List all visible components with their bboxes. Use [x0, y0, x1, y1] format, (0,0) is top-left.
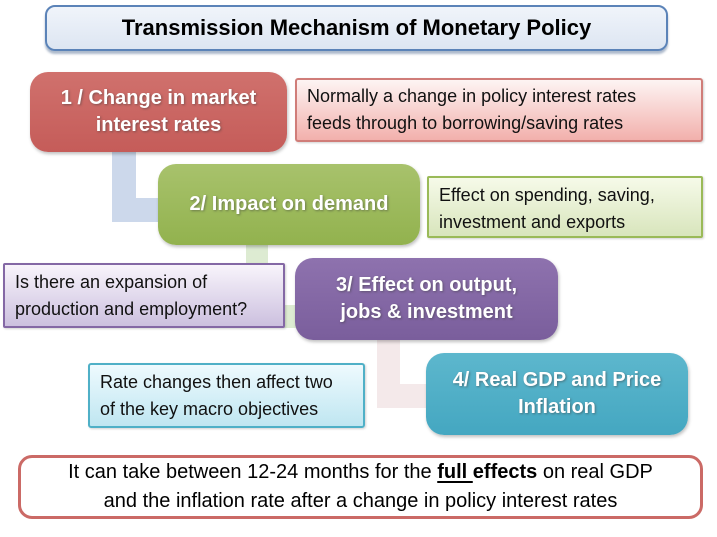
step-1-label-line2: interest rates	[95, 114, 222, 136]
callout-policy-rates: Normally a change in policy interest rat…	[295, 78, 703, 142]
connector-1-horizontal	[112, 198, 164, 222]
step-1-change-in-market-rates: 1 / Change in market interest rates	[30, 72, 287, 152]
step-2-impact-on-demand: 2/ Impact on demand	[158, 164, 420, 245]
callout-macro-objectives-line1: Rate changes then affect two	[100, 372, 333, 392]
footer-note-line1: It can take between 12-24 months for the…	[68, 458, 653, 487]
footer-note-full-underlined: full	[437, 461, 473, 483]
step-3-label-line1: 3/ Effect on output,	[335, 274, 518, 296]
footer-note-effects-bold: effects	[472, 461, 538, 483]
step-3-label-line2: jobs & investment	[340, 301, 513, 323]
step-4-real-gdp-price-inflation: 4/ Real GDP and Price Inflation	[426, 353, 688, 435]
callout-spending-effect-line2: investment and exports	[439, 212, 626, 232]
step-4-label-line2: Inflation	[518, 396, 596, 418]
step-1-label-line1: 1 / Change in market	[60, 87, 257, 109]
callout-macro-objectives: Rate changes then affect two of the key …	[88, 363, 365, 428]
step-4-label-line1: 4/ Real GDP and Price	[452, 369, 662, 391]
connector-3-horizontal	[377, 384, 431, 408]
footer-note-box: It can take between 12-24 months for the…	[18, 455, 703, 519]
footer-note-line1-pre: It can take between 12-24 months for the	[68, 461, 438, 483]
step-2-label-line1: 2/ Impact on demand	[189, 193, 389, 215]
footer-note-line1-post: on real GDP	[537, 461, 653, 483]
diagram-title-box: Transmission Mechanism of Monetary Polic…	[45, 5, 668, 51]
callout-policy-rates-line2: feeds through to borrowing/saving rates	[307, 113, 624, 133]
callout-expansion-question-line1: Is there an expansion of	[15, 272, 208, 292]
callout-policy-rates-line1: Normally a change in policy interest rat…	[307, 86, 637, 106]
callout-spending-effect: Effect on spending, saving, investment a…	[427, 176, 703, 238]
callout-macro-objectives-line2: of the key macro objectives	[100, 399, 319, 419]
footer-note-line2: and the inflation rate after a change in…	[103, 490, 618, 512]
callout-expansion-question: Is there an expansion of production and …	[3, 263, 285, 328]
step-3-effect-on-output: 3/ Effect on output, jobs & investment	[295, 258, 558, 340]
callout-spending-effect-line1: Effect on spending, saving,	[439, 185, 655, 205]
callout-expansion-question-line2: production and employment?	[15, 299, 248, 319]
diagram-title: Transmission Mechanism of Monetary Polic…	[121, 15, 592, 40]
